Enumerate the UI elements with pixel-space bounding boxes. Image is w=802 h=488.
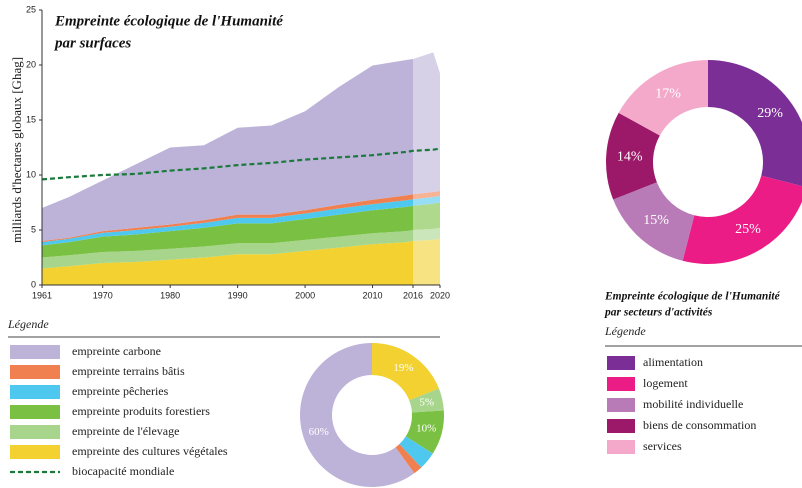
legend-swatch	[10, 345, 60, 359]
legend-label: services	[643, 439, 682, 453]
x-tick-label: 1970	[93, 290, 113, 300]
legend-swatch	[10, 445, 60, 459]
legend-title: Légende	[604, 324, 646, 338]
area	[42, 52, 440, 241]
donut-slice	[399, 436, 433, 468]
donut-slice	[613, 182, 695, 261]
donut-slice	[405, 410, 444, 454]
legend-label: mobilité individuelle	[643, 397, 743, 411]
legend-swatch	[607, 377, 635, 391]
y-tick-label: 10	[26, 169, 36, 179]
data-label: 5%	[419, 396, 434, 408]
data-label: 15%	[643, 213, 669, 228]
x-tick-label: 1980	[160, 290, 180, 300]
donut-slice	[300, 343, 415, 487]
donut-slice	[395, 444, 422, 474]
y-tick-label: 5	[31, 224, 36, 234]
area	[42, 195, 440, 246]
projection-shade	[413, 10, 440, 285]
chart-title: par secteurs d'activités	[604, 307, 713, 319]
legend-label: empreinte des cultures végétales	[72, 444, 228, 458]
x-tick-label: 2020	[430, 290, 450, 300]
legend-label: biens de consommation	[643, 418, 756, 432]
data-label: 60%	[309, 426, 329, 438]
x-tick-label: 2010	[363, 290, 383, 300]
legend-swatch	[10, 405, 60, 419]
legend-label: empreinte terrains bâtis	[72, 364, 185, 378]
area	[42, 238, 440, 285]
y-tick-label: 15	[26, 114, 36, 124]
y-tick-label: 20	[26, 59, 36, 69]
donut-slice	[372, 343, 439, 401]
x-tick-label: 1990	[228, 290, 248, 300]
area	[42, 190, 440, 243]
y-tick-label: 0	[31, 279, 36, 289]
legend-swatch	[607, 419, 635, 433]
legend-label: empreinte carbone	[72, 344, 161, 358]
data-label: 19%	[393, 362, 413, 374]
legend-swatch	[10, 425, 60, 439]
legend-label: logement	[643, 376, 688, 390]
legend-swatch	[10, 365, 60, 379]
legend-label: empreinte produits forestiers	[72, 404, 210, 418]
area	[42, 227, 440, 269]
legend-label: biocapacité mondiale	[72, 464, 174, 478]
donut-slice	[409, 388, 444, 413]
legend-swatch	[607, 356, 635, 370]
donut-slice	[618, 60, 708, 136]
donut-slice	[606, 112, 660, 200]
donut-slice	[682, 175, 802, 264]
line	[41, 147, 441, 181]
legend-label: empreinte pêcheries	[72, 384, 169, 398]
y-tick-label: 25	[26, 4, 36, 14]
x-tick-label: 2000	[295, 290, 315, 300]
legend-label: empreinte de l'élevage	[72, 424, 179, 438]
area	[42, 202, 440, 258]
data-label: 14%	[617, 149, 643, 164]
chart-title: Empreinte écologique de l'Humanité	[54, 13, 284, 29]
x-tick-label: 2016	[403, 290, 423, 300]
x-tick-label: 1961	[32, 290, 52, 300]
legend-swatch	[607, 398, 635, 412]
legend-label: alimentation	[643, 355, 703, 369]
y-axis-label: milliards d'hectares globaux [Ghag]	[9, 57, 24, 243]
chart-title: par surfaces	[53, 35, 131, 51]
legend-swatch	[607, 440, 635, 454]
legend-title: Légende	[7, 317, 49, 331]
legend-swatch	[10, 385, 60, 399]
data-label: 17%	[655, 87, 681, 102]
data-label: 10%	[416, 422, 436, 434]
data-label: 29%	[757, 106, 783, 121]
donut-slice	[708, 60, 802, 187]
chart-title: Empreinte écologique de l'Humanité	[604, 291, 781, 303]
data-label: 25%	[735, 222, 761, 237]
